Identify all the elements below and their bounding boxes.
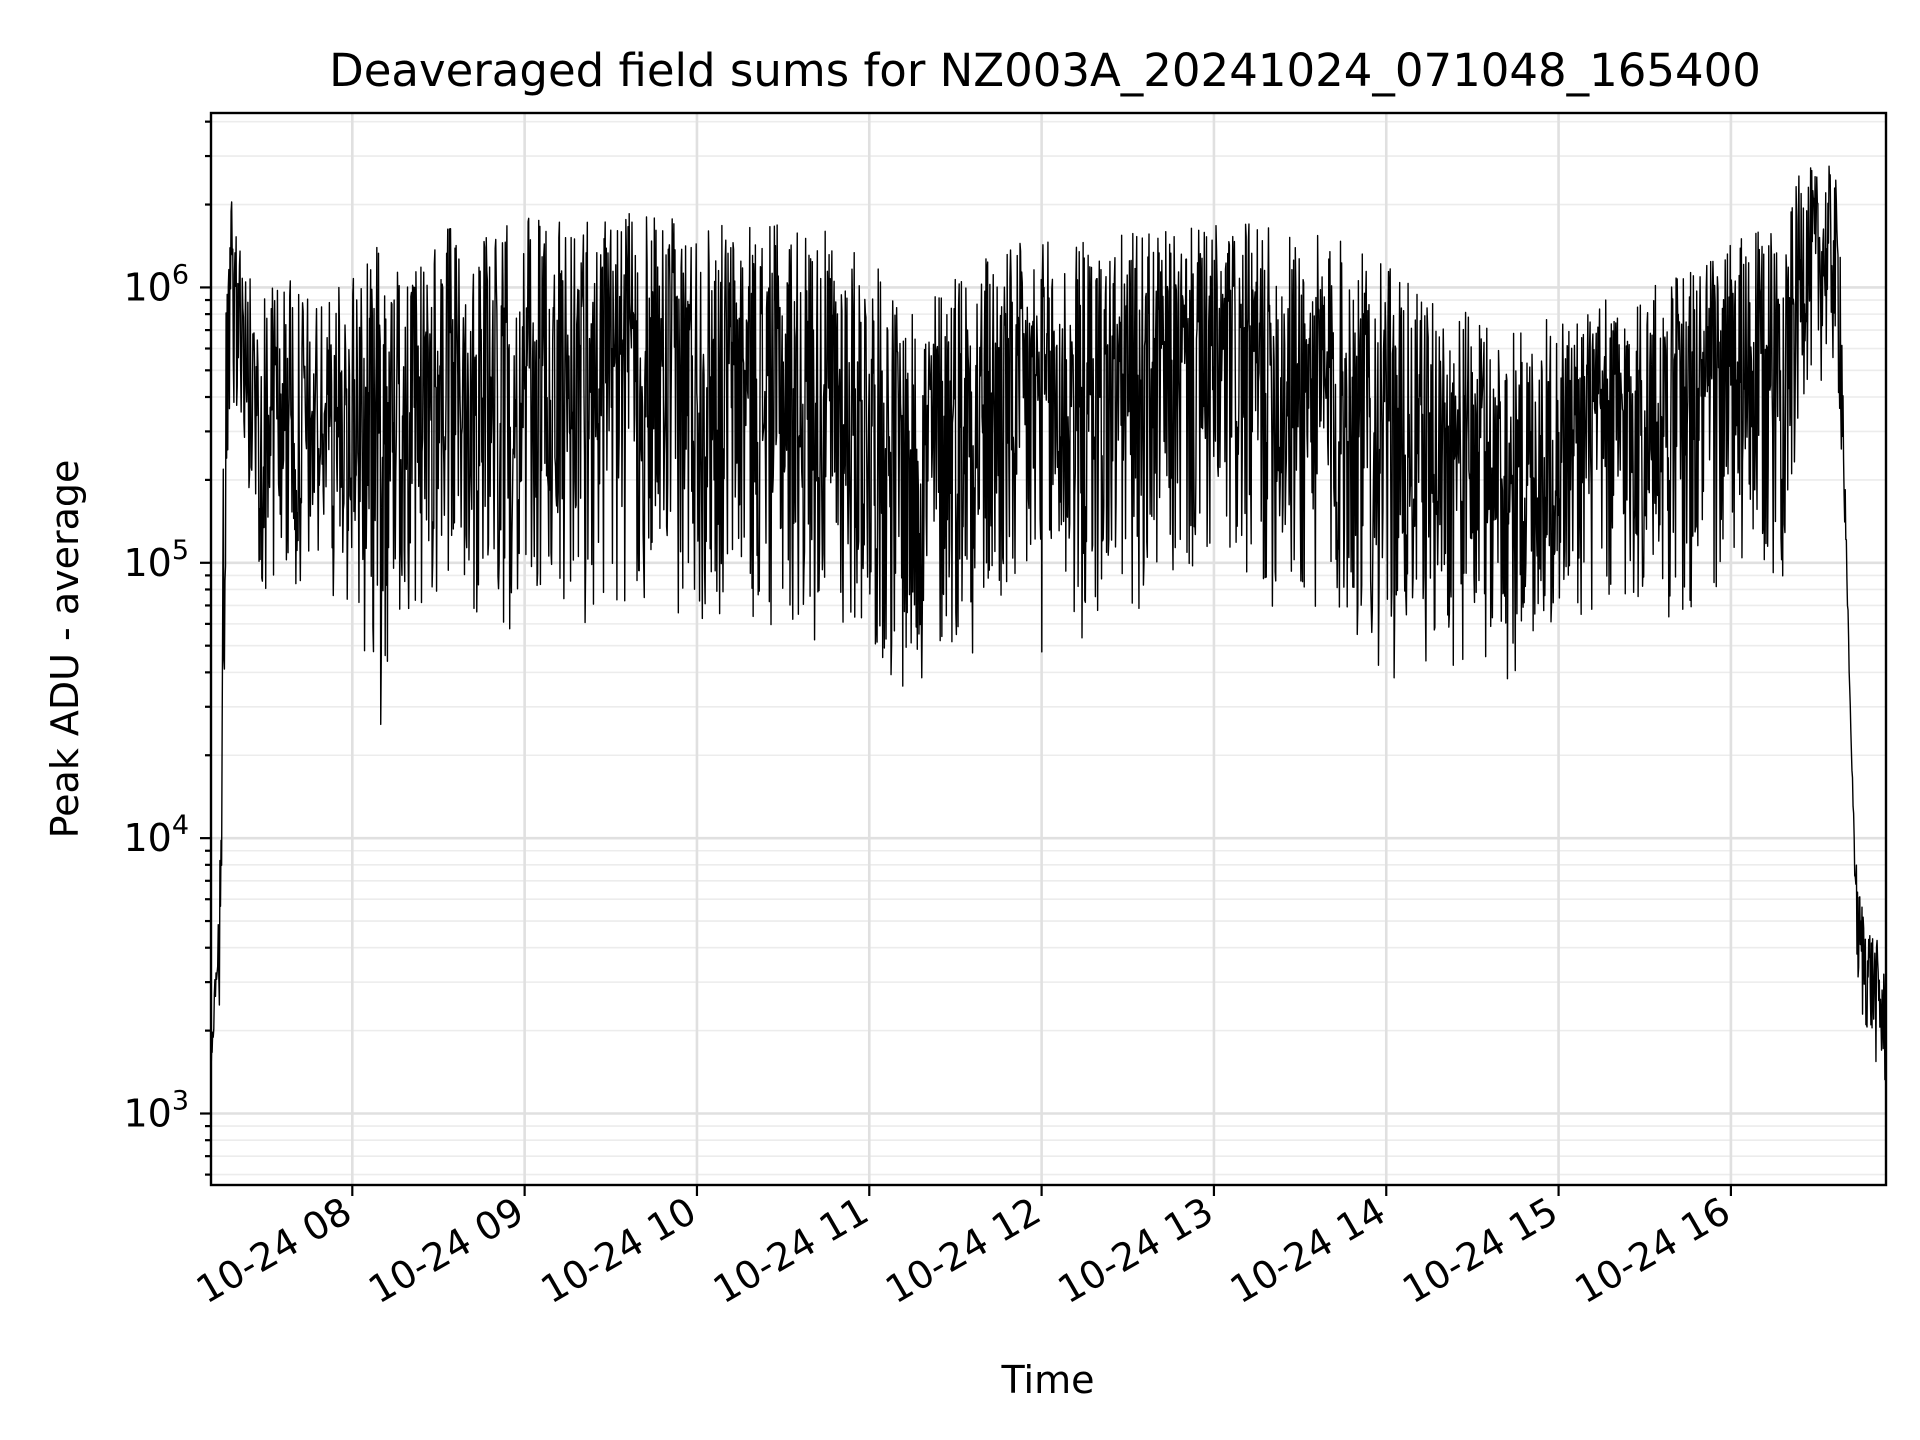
chart-title: Deaveraged field sums for NZ003A_2024102… (329, 44, 1761, 97)
y-tick-label: 106 (123, 259, 189, 309)
y-tick-label: 103 (123, 1086, 189, 1136)
y-axis-label: Peak ADU - average (43, 460, 87, 839)
data-series-line (210, 165, 1887, 1081)
plot-frame (209, 111, 1888, 1187)
plot-area (210, 165, 1887, 1081)
y-tick-label: 105 (123, 535, 189, 585)
y-tick-label: 104 (123, 810, 189, 860)
y-axis: 103 104 105 106 (123, 120, 211, 1176)
x-axis-label: Time (1001, 1358, 1095, 1402)
